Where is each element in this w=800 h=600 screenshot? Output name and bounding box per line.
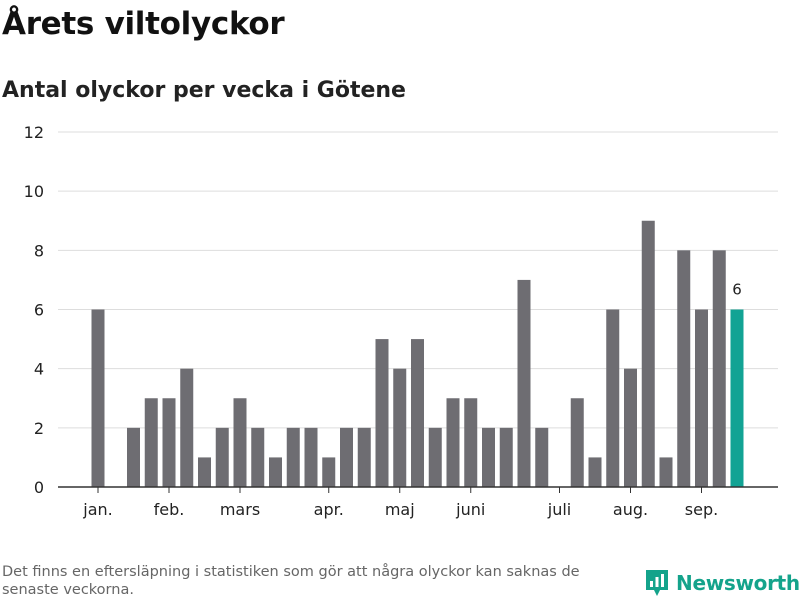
bar (322, 457, 336, 487)
chart-title: Årets viltolyckor (2, 6, 285, 42)
bar (428, 427, 442, 487)
bar (517, 279, 531, 487)
bar (535, 427, 549, 487)
bar (588, 457, 602, 487)
bar (91, 309, 105, 487)
data-label: 6 (732, 281, 742, 299)
chart-subtitle: Antal olyckor per vecka i Götene (2, 78, 406, 103)
bar (393, 368, 407, 487)
x-tick-label: mars (220, 500, 260, 519)
bar (233, 398, 247, 487)
x-tick-label: feb. (154, 500, 185, 519)
bar (215, 427, 229, 487)
bar (659, 457, 673, 487)
bar (411, 339, 424, 487)
x-tick-label: juli (547, 500, 571, 519)
bar (286, 427, 300, 487)
bar (695, 309, 708, 487)
bar (641, 220, 655, 487)
bar (606, 309, 620, 487)
brand-name: Newsworthy (676, 571, 800, 595)
y-tick-label: 2 (34, 419, 44, 438)
footnote: Det finns en eftersläpning i statistiken… (2, 564, 580, 598)
bar (570, 398, 584, 487)
bar (375, 339, 389, 487)
y-tick-label: 12 (24, 123, 44, 142)
newsworthy-logo-icon (646, 570, 668, 596)
bar (357, 427, 371, 487)
bar (180, 368, 194, 487)
y-tick-label: 10 (24, 182, 44, 201)
bar (269, 457, 282, 487)
bar (127, 427, 140, 487)
bar (198, 457, 211, 487)
bar (340, 427, 353, 487)
y-tick-label: 0 (34, 478, 44, 497)
bar (712, 250, 726, 487)
x-tick-label: maj (385, 500, 415, 519)
x-tick-label: sep. (685, 500, 718, 519)
newsworthy-brand[interactable]: Newsworthy (644, 568, 800, 598)
bar (624, 368, 637, 487)
bar (464, 398, 478, 487)
bar (162, 398, 176, 487)
bar (499, 427, 513, 487)
bar (446, 398, 460, 487)
x-tick-label: apr. (314, 500, 344, 519)
x-tick-label: aug. (613, 500, 648, 519)
y-tick-label: 8 (34, 241, 44, 260)
y-tick-label: 6 (34, 301, 44, 320)
x-tick-label: jan. (82, 500, 112, 519)
bar (482, 427, 495, 487)
bar (251, 427, 265, 487)
bar-highlight (730, 309, 744, 487)
bar (144, 398, 158, 487)
bar (304, 427, 318, 487)
x-tick-label: juni (455, 500, 485, 519)
bar (677, 250, 691, 487)
y-tick-label: 4 (34, 360, 44, 379)
bar-chart: 0 2 4 6 8 10 12 6 jan. feb. mars apr. maj juni juli aug… (24, 123, 778, 519)
